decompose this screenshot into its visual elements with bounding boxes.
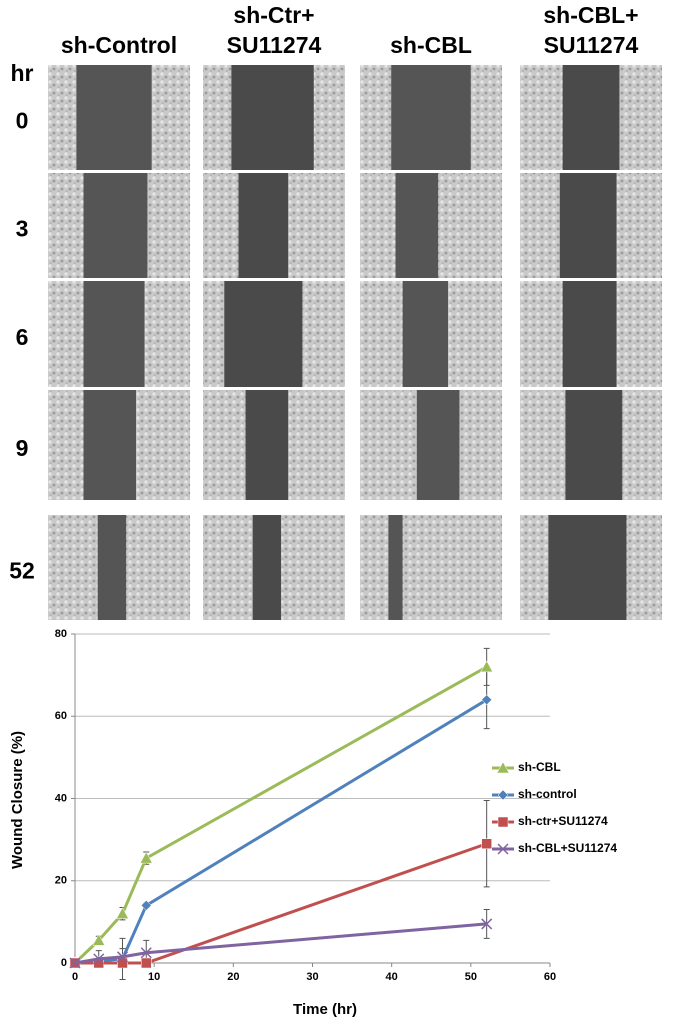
- wound-gap: [252, 515, 282, 620]
- point: [481, 694, 493, 706]
- point: [92, 933, 106, 946]
- micrograph: [360, 515, 502, 620]
- wound-gap: [562, 65, 620, 170]
- point: [141, 957, 152, 969]
- wound-gap: [548, 515, 627, 620]
- y-tick-label: 80: [55, 628, 67, 640]
- legend-label: sh-control: [518, 787, 577, 801]
- line-chart: Time (hr) Wound Closure (%) 0 20 40 60 80 0 10…: [9, 628, 617, 1018]
- x-tick-label: 10: [148, 971, 160, 983]
- point: [497, 789, 509, 801]
- wound-gap: [395, 173, 439, 278]
- point: [69, 957, 81, 969]
- wound-gap: [83, 390, 137, 500]
- series-line: [73, 665, 488, 965]
- point: [480, 660, 494, 673]
- row-label: 6: [16, 324, 29, 350]
- row-header: hr: [11, 60, 34, 86]
- wound-gap: [76, 65, 152, 170]
- x-tick-label: 50: [465, 971, 477, 983]
- legend-label: sh-ctr+SU11274: [518, 814, 608, 828]
- point: [496, 761, 510, 774]
- column-header: sh-CBL+: [543, 2, 638, 28]
- series-line: [75, 842, 488, 965]
- point: [93, 953, 105, 965]
- y-tick-label: 60: [55, 710, 67, 722]
- column-header: sh-CBL: [390, 32, 472, 58]
- wound-gap: [416, 390, 460, 500]
- row-label: 3: [16, 216, 29, 242]
- micrograph-grid: sh-Control sh-Ctr+ SU11274 sh-CBL sh-CBL+ SU1…: [9, 2, 662, 620]
- point: [140, 900, 152, 911]
- wound-gap: [391, 65, 471, 170]
- row-label: 9: [16, 435, 29, 461]
- series-line: [74, 698, 488, 965]
- x-tick-label: 30: [306, 971, 318, 983]
- wound-gap: [238, 173, 289, 278]
- point: [116, 907, 129, 919]
- y-tick-label: 40: [55, 792, 67, 804]
- column-header: SU11274: [544, 32, 639, 58]
- column-header: SU11274: [227, 32, 322, 58]
- point: [497, 843, 509, 855]
- x-tick-label: 60: [544, 971, 556, 983]
- wound-gap: [97, 515, 127, 620]
- legend-label: sh-CBL: [518, 760, 561, 774]
- point: [139, 851, 153, 864]
- column-header: sh-Control: [61, 32, 177, 58]
- column-header: sh-Ctr+: [233, 2, 314, 28]
- y-tick-label: 20: [55, 875, 67, 887]
- wound-gap: [231, 65, 314, 170]
- x-tick-label: 0: [72, 971, 78, 983]
- x-tick-label: 20: [227, 971, 239, 983]
- wound-gap: [559, 173, 617, 278]
- wound-gap: [224, 281, 303, 387]
- row-label: 0: [16, 108, 29, 134]
- wound-gap: [83, 173, 148, 278]
- wound-gap: [562, 281, 617, 387]
- point: [140, 947, 152, 959]
- point: [116, 951, 129, 963]
- point: [481, 918, 493, 930]
- point: [481, 838, 492, 849]
- point: [497, 816, 509, 828]
- x-axis-label: Time (hr): [293, 1001, 357, 1018]
- wound-gap: [388, 515, 403, 620]
- y-tick-label: 0: [61, 957, 67, 969]
- wound-gap: [245, 390, 289, 500]
- wound-gap: [83, 281, 145, 387]
- x-tick-label: 40: [386, 971, 398, 983]
- row-label: 52: [9, 558, 35, 584]
- wound-gap: [565, 390, 623, 500]
- legend-label: sh-CBL+SU11274: [518, 841, 617, 855]
- y-axis-label: Wound Closure (%): [9, 731, 26, 869]
- wound-gap: [402, 281, 449, 387]
